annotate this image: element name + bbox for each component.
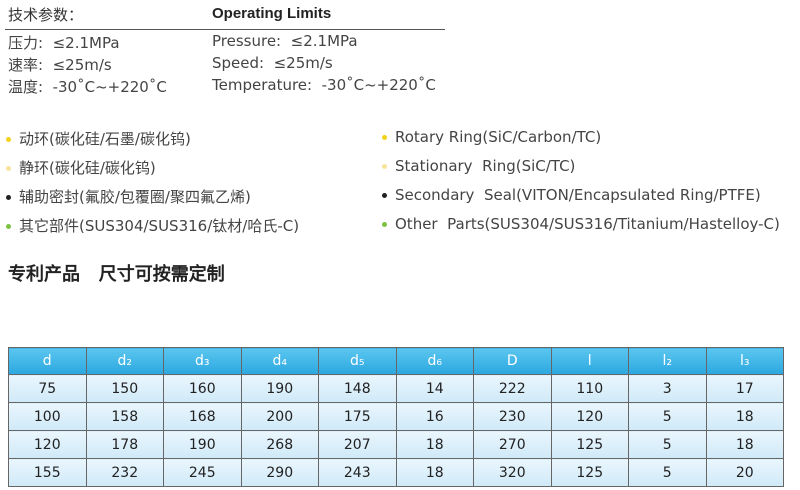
spec-title-en: Operating Limits [212,5,332,22]
bullet-dot [382,135,387,140]
header-cell: d₃ [163,347,242,375]
spec-en: Temperature: -30˚C~+220˚C [212,76,436,94]
table-cell: 17 [705,374,784,403]
bullet-text: 动环(碳化硅/石墨/碳化钨) [19,130,191,148]
bullet-text: Other Parts(SUS304/SUS316/Titanium/Haste… [395,215,780,233]
table-cell: 175 [318,402,397,431]
bullet-item: 辅助密封(氟胶/包覆圈/聚四氟乙烯) [6,186,251,207]
table-cell: 5 [628,430,707,459]
bullet-dot [382,222,387,227]
bullet-item: Secondary Seal(VITON/Encapsulated Ring/P… [382,186,761,204]
table-cell: 207 [318,430,397,459]
bullet-item: 静环(碳化硅/碳化钨) [6,157,156,178]
header-cell: d₅ [318,347,397,375]
bullet-text: 静环(碳化硅/碳化钨) [19,159,156,177]
table-cell: 178 [85,430,164,459]
bullet-text: 其它部件(SUS304/SUS316/钛材/哈氏-C) [19,217,300,235]
table-cell: 120 [550,402,629,431]
spec-cn: 温度: -30˚C~+220˚C [8,78,167,96]
table-cell: 268 [240,430,319,459]
bullet-item: Stationary Ring(SiC/TC) [382,157,575,175]
bullet-text: 辅助密封(氟胶/包覆圈/聚四氟乙烯) [19,188,251,206]
bullet-text: Rotary Ring(SiC/Carbon/TC) [395,128,602,146]
header-cell: d [8,347,87,375]
table-cell: 18 [395,458,474,487]
table-cell: 3 [628,374,707,403]
table-cell: 148 [318,374,397,403]
spec-en: Speed: ≤25m/s [212,54,333,72]
table-cell: 150 [85,374,164,403]
bullet-dot [6,166,11,171]
table-cell: 5 [628,402,707,431]
bullet-item: 其它部件(SUS304/SUS316/钛材/哈氏-C) [6,215,299,236]
bullet-dot [382,164,387,169]
table-cell: 270 [473,430,552,459]
header-cell: l₃ [705,347,784,375]
table-cell: 222 [473,374,552,403]
header-cell: D [473,347,552,375]
bullet-dot [6,195,11,200]
patent-note: 专利产品 尺寸可按需定制 [8,264,225,285]
header-cell: d₄ [240,347,319,375]
table-cell: 200 [240,402,319,431]
table-cell: 168 [163,402,242,431]
table-cell: 243 [318,458,397,487]
table-cell: 18 [395,430,474,459]
table-cell: 18 [705,430,784,459]
table-row: 120 178 190 268 207 18 270 125 5 18 [8,430,784,459]
divider [5,29,445,30]
header-cell: d₆ [395,347,474,375]
table-cell: 232 [85,458,164,487]
bullet-dot [382,193,387,198]
table-cell: 125 [550,458,629,487]
bullet-item: Rotary Ring(SiC/Carbon/TC) [382,128,601,146]
bullet-item: Other Parts(SUS304/SUS316/Titanium/Haste… [382,215,780,233]
table-cell: 16 [395,402,474,431]
table-cell: 160 [163,374,242,403]
bullet-text: Secondary Seal(VITON/Encapsulated Ring/P… [395,186,761,204]
table-cell: 125 [550,430,629,459]
table-cell: 190 [240,374,319,403]
table-body: 75 150 160 190 148 14 222 110 3 17 100 158 168 200 175… [8,374,784,487]
header-cell: d₂ [85,347,164,375]
table-cell: 110 [550,374,629,403]
table-cell: 75 [8,374,87,403]
spec-title-cn: 技术参数： [8,6,84,24]
table-cell: 190 [163,430,242,459]
table-cell: 230 [473,402,552,431]
table-cell: 100 [8,402,87,431]
bullet-dot [6,137,11,142]
spec-en: Pressure: ≤2.1MPa [212,32,358,50]
table-cell: 245 [163,458,242,487]
bullet-dot [6,224,11,229]
table-cell: 158 [85,402,164,431]
table-cell: 14 [395,374,474,403]
header-cell: l [550,347,629,375]
table-cell: 120 [8,430,87,459]
bullet-item: 动环(碳化硅/石墨/碳化钨) [6,128,191,149]
table-cell: 18 [705,402,784,431]
table-cell: 20 [705,458,784,487]
spec-cn: 压力: ≤2.1MPa [8,34,120,52]
table-cell: 5 [628,458,707,487]
table-cell: 155 [8,458,87,487]
table-cell: 290 [240,458,319,487]
table-cell: 320 [473,458,552,487]
table-row: 100 158 168 200 175 16 230 120 5 18 [8,402,784,431]
table-row: 75 150 160 190 148 14 222 110 3 17 [8,374,784,403]
spec-cn: 速率: ≤25m/s [8,56,112,74]
bullet-text: Stationary Ring(SiC/TC) [395,157,576,175]
table-row: 155 232 245 290 243 18 320 125 5 20 [8,458,784,487]
header-cell: l₂ [628,347,707,375]
